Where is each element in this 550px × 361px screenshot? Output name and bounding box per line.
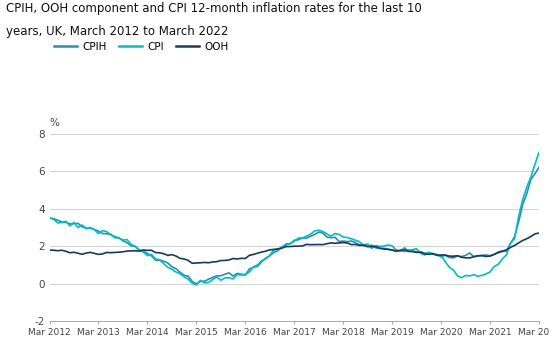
Text: years, UK, March 2012 to March 2022: years, UK, March 2012 to March 2022 — [6, 25, 228, 38]
Text: %: % — [50, 118, 59, 128]
Text: CPIH, OOH component and CPI 12-month inflation rates for the last 10: CPIH, OOH component and CPI 12-month inf… — [6, 2, 421, 15]
Legend: CPIH, CPI, OOH: CPIH, CPI, OOH — [50, 38, 233, 56]
